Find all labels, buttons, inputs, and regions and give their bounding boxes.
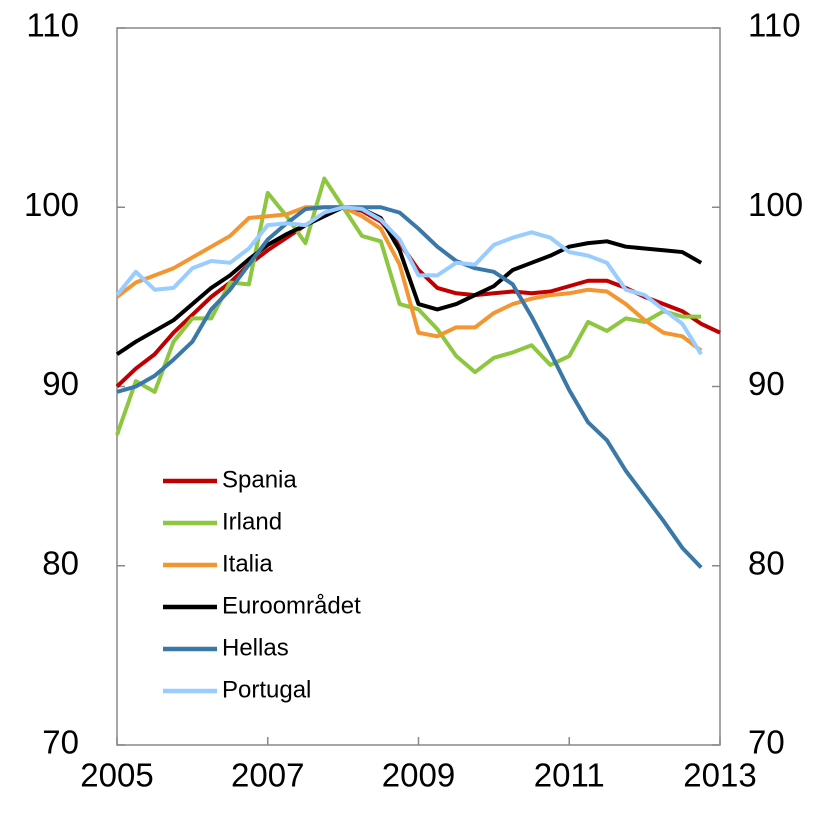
y-tick-label: 100 bbox=[24, 186, 79, 223]
legend-label: Irland bbox=[222, 508, 282, 535]
x-tick-label: 2007 bbox=[231, 757, 304, 794]
y-tick-label: 70 bbox=[42, 724, 79, 761]
y2-tick-label: 110 bbox=[748, 7, 801, 44]
y2-tick-label: 80 bbox=[748, 544, 785, 581]
x-tick-label: 2011 bbox=[534, 757, 605, 794]
y2-tick-label: 70 bbox=[748, 724, 785, 761]
plot-frame bbox=[116, 27, 721, 746]
legend-label: Portugal bbox=[222, 676, 311, 703]
series-line bbox=[115, 205, 721, 388]
series-line bbox=[115, 176, 702, 436]
y-tick-label: 80 bbox=[42, 544, 79, 581]
legend-label: Spania bbox=[222, 466, 297, 493]
x-tick-label: 2009 bbox=[382, 757, 455, 794]
legend-label: Hellas bbox=[222, 634, 289, 661]
series-line bbox=[115, 205, 703, 353]
y-tick-label: 90 bbox=[42, 365, 79, 402]
y2-tick-label: 100 bbox=[748, 186, 803, 223]
x-tick-label: 2005 bbox=[80, 757, 153, 794]
y-tick-label: 110 bbox=[26, 7, 79, 44]
legend-label: Euroområdet bbox=[222, 592, 361, 619]
series-line bbox=[115, 205, 703, 356]
y2-tick-label: 90 bbox=[748, 365, 785, 402]
x-tick-label: 2013 bbox=[683, 757, 756, 794]
series-line bbox=[115, 205, 703, 356]
legend-label: Italia bbox=[222, 550, 273, 577]
series-line bbox=[116, 205, 703, 569]
